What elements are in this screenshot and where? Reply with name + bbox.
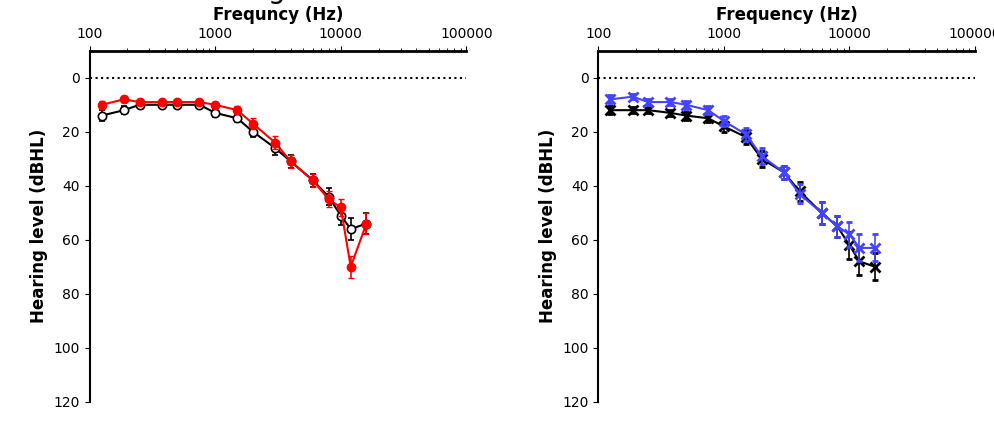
Title: Right: Right (242, 0, 314, 4)
Title: Left: Left (759, 0, 812, 4)
X-axis label: Frequency (Hz): Frequency (Hz) (715, 6, 857, 24)
Y-axis label: Hearing level (dBHL): Hearing level (dBHL) (538, 129, 556, 324)
Y-axis label: Hearing level (dBHL): Hearing level (dBHL) (30, 129, 48, 324)
X-axis label: Frequncy (Hz): Frequncy (Hz) (213, 6, 343, 24)
